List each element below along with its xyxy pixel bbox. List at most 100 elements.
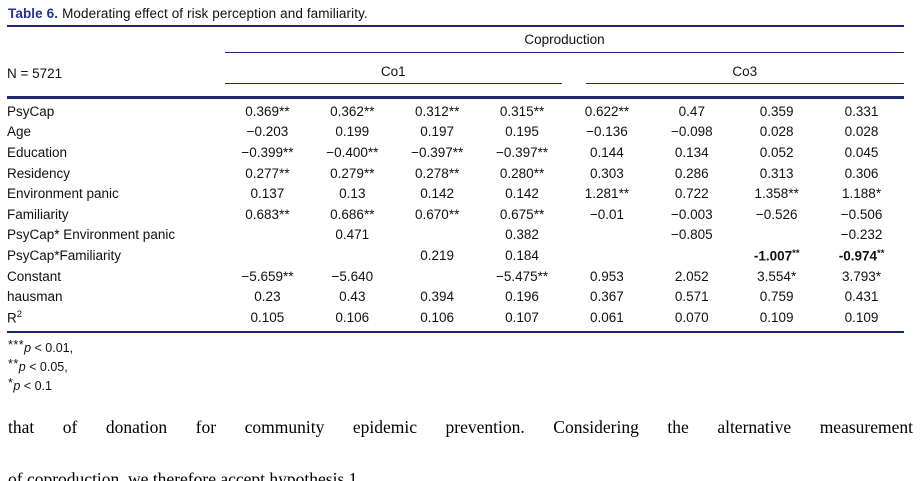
table-cell: 0.622**	[584, 103, 630, 119]
table-cell: 0.045	[844, 144, 879, 160]
table-cell: −0.399**	[241, 144, 294, 160]
table-cell: 0.13	[339, 186, 366, 202]
table-cell: 0.107	[505, 309, 539, 325]
table-caption: Table 6. Moderating effect of risk percep…	[8, 6, 921, 21]
table-cell: −0.805	[670, 227, 713, 243]
table-cell: 3.793*	[842, 268, 882, 284]
table-title: Moderating effect of risk perception and…	[62, 6, 368, 21]
table-cell: 0.953	[590, 268, 624, 284]
row-label: PsyCap*Familiarity	[7, 247, 122, 263]
row-label: PsyCap	[7, 103, 55, 119]
row-label: Education	[7, 144, 68, 160]
table-cell: 0.670**	[415, 206, 460, 222]
table-cell: −0.506	[840, 206, 883, 222]
table-cell: −0.526	[755, 206, 798, 222]
table-cell: −0.400**	[326, 144, 379, 160]
table-row: hausman 0.23 0.43 0.394 0.196 0.367 0.571 0.759…	[7, 286, 904, 307]
row-label: R2	[7, 308, 23, 326]
table-row: PsyCap*Familiarity 0.219 0.184 -1.007** -0.9…	[7, 245, 904, 266]
table-row: R2 0.105 0.106 0.106 0.107 0.061 0.070 0.109 0.1…	[7, 307, 904, 328]
footnote-stars: ***	[8, 337, 25, 352]
table-cell: 0.109	[844, 309, 879, 325]
table-cell: 1.358**	[754, 186, 799, 202]
table-cell: −0.232	[840, 227, 883, 243]
table-cell: 0.142	[420, 186, 455, 202]
table-cell: 0.43	[339, 289, 366, 305]
table-cell: 0.394	[420, 289, 455, 305]
table-cell: 0.061	[590, 309, 624, 325]
table-cell: 0.382	[505, 227, 539, 243]
table-cell: 0.369**	[245, 103, 290, 119]
table-row: Residency 0.277** 0.279** 0.278** 0.280** 0.3…	[7, 163, 904, 184]
row-label: Constant	[7, 268, 62, 284]
table-cell: 0.759	[759, 289, 794, 305]
table-cell: 0.196	[505, 289, 539, 305]
table-footnotes: ***p < 0.01, **p < 0.05, *p < 0.1	[8, 337, 921, 396]
table-row: Age −0.203 0.199 0.197 0.195 −0.136 −0.098 0.02…	[7, 122, 904, 143]
table-cell: 0.686**	[330, 206, 375, 222]
footnote-threshold: < 0.01,	[31, 340, 74, 355]
table-cell: 0.278**	[415, 165, 460, 181]
table-cell: −0.003	[670, 206, 713, 222]
table-cell: 0.144	[590, 144, 624, 160]
footnote-stars: *	[8, 375, 14, 390]
footnote-p: p	[13, 378, 21, 393]
table-row: Education −0.399** −0.400** −0.397** −0.397*…	[7, 142, 904, 163]
table-cell: 0.199	[335, 124, 370, 140]
row-label: Environment panic	[7, 186, 119, 202]
caption-rule	[7, 25, 904, 27]
table-cell: 0.277**	[245, 165, 290, 181]
table-cell: 0.052	[759, 144, 794, 160]
table-cell: 0.312**	[415, 103, 460, 119]
table-row: Constant −5.659** −5.640 −5.475** 0.953 2.052…	[7, 266, 904, 287]
table-cell: −0.203	[246, 124, 289, 140]
table-cell: 0.197	[420, 124, 455, 140]
table-row: PsyCap* Environment panic 0.471 0.382 −0.80…	[7, 225, 904, 246]
footnote-threshold: < 0.05,	[25, 359, 68, 374]
column-subgroup-co3: Co3	[585, 53, 904, 84]
row-label: Familiarity	[7, 206, 69, 222]
footnote-p: p	[18, 359, 26, 374]
table-cell: −0.397**	[411, 144, 464, 160]
table-cell: 0.184	[505, 247, 539, 263]
body-paragraph: that of donation for community epidemic …	[8, 414, 913, 481]
table-row: Environment panic 0.137 0.13 0.142 0.142 1.28…	[7, 183, 904, 204]
footnote-p: p	[24, 340, 32, 355]
table-cell: −0.136	[586, 124, 628, 140]
table-cell: 0.219	[420, 247, 455, 263]
table-cell: 2.052	[674, 268, 709, 284]
table-row: Familiarity 0.683** 0.686** 0.670** 0.675** −…	[7, 204, 904, 225]
sample-size-label: N = 5721	[7, 66, 63, 81]
table-cell: −0.397**	[495, 144, 549, 160]
table-header: N = 5721 Coproduction Co1 Co3	[7, 27, 904, 84]
table-cell: 0.303	[590, 165, 624, 181]
row-label: Residency	[7, 165, 71, 181]
table-cell: 0.280**	[499, 165, 545, 181]
table-cell: 1.281**	[584, 186, 630, 202]
table-cell: 0.028	[759, 124, 794, 140]
row-label: PsyCap* Environment panic	[7, 227, 176, 243]
table-cell: 0.286	[674, 165, 709, 181]
table-cell: 0.106	[420, 309, 455, 325]
table-cell: 0.331	[844, 103, 879, 119]
table-cell: 0.306	[844, 165, 879, 181]
table-cell: 0.571	[674, 289, 709, 305]
column-group-coproduction: Coproduction	[225, 27, 904, 53]
table-cell: 3.554*	[757, 268, 797, 284]
table-bottom-rule	[7, 330, 904, 333]
column-subgroup-co1: Co1	[225, 53, 562, 84]
table-number: Table 6.	[8, 6, 59, 21]
table-body: PsyCap 0.369** 0.362** 0.312** 0.315** 0.622*…	[7, 99, 904, 331]
table-cell: 0.362**	[330, 103, 375, 119]
table-cell: 0.195	[505, 124, 539, 140]
table-cell: 0.683**	[245, 206, 290, 222]
table-cell: −5.659**	[241, 268, 294, 284]
row-label: hausman	[7, 289, 63, 305]
table-cell: 0.279**	[330, 165, 375, 181]
table-cell: 0.359	[759, 103, 794, 119]
table-cell: 0.315**	[499, 103, 545, 119]
row-label: Age	[7, 124, 32, 140]
table-cell: 0.23	[254, 289, 281, 305]
table-cell: 0.471	[335, 227, 370, 243]
header-rule	[7, 96, 904, 99]
